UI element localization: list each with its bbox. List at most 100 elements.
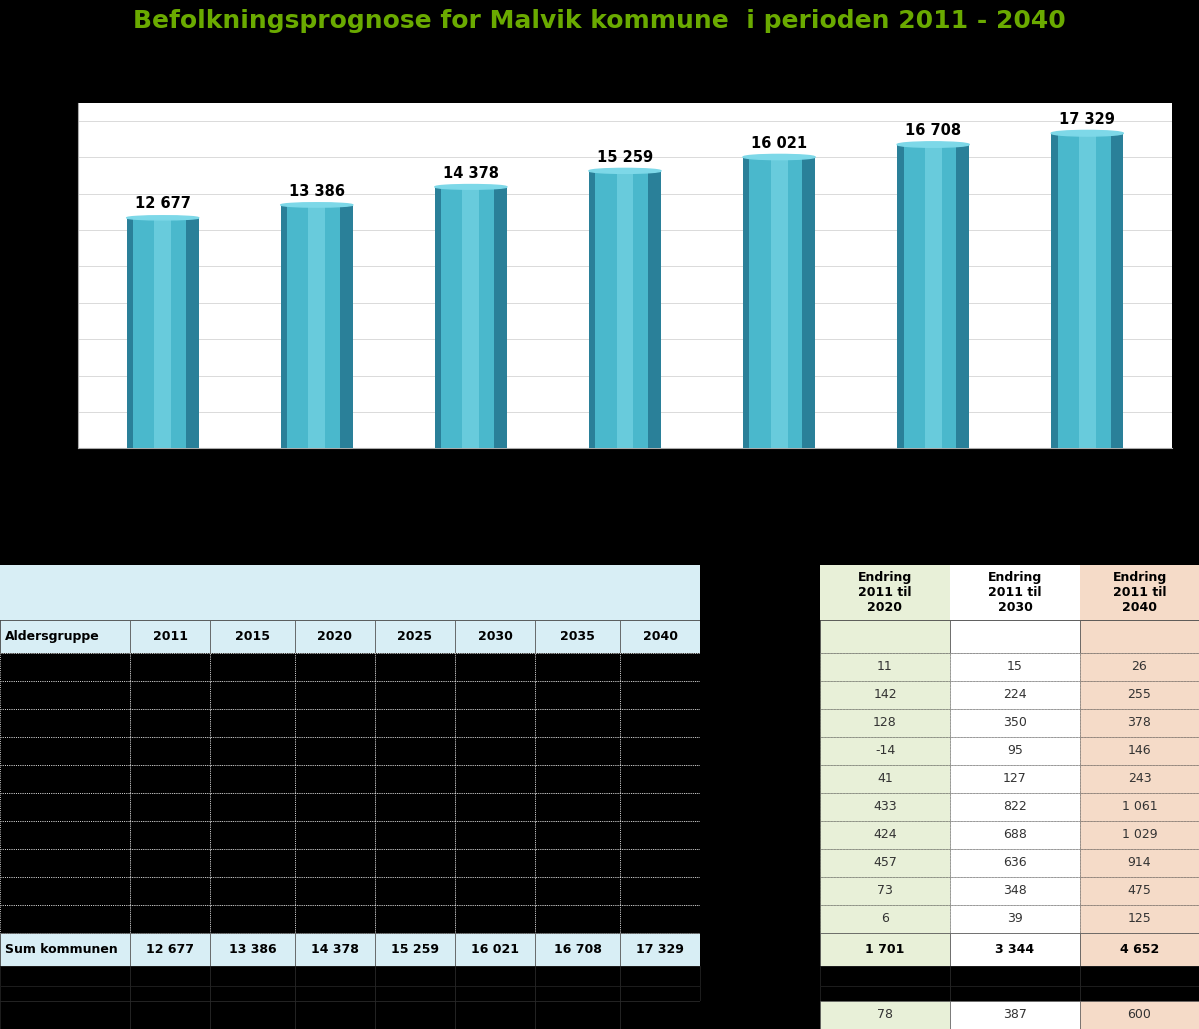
Bar	[700, 877, 820, 904]
Bar	[620, 904, 700, 933]
Text: 1 029: 1 029	[1122, 828, 1157, 842]
Text: 15: 15	[1007, 661, 1023, 674]
Bar	[210, 904, 295, 933]
Bar	[620, 765, 700, 793]
Bar	[950, 653, 1080, 681]
Text: 2011: 2011	[152, 630, 187, 643]
Bar	[820, 933, 950, 966]
Text: Endring
2011 til
2040: Endring 2011 til 2040	[1113, 571, 1167, 614]
Bar	[454, 904, 535, 933]
Bar	[950, 904, 1080, 933]
Bar	[210, 793, 295, 821]
Bar	[620, 933, 700, 966]
Bar	[950, 737, 1080, 765]
Text: 11: 11	[878, 661, 893, 674]
Text: Endring
2011 til
2030: Endring 2011 til 2030	[988, 571, 1042, 614]
Bar	[620, 877, 700, 904]
Bar	[375, 653, 454, 681]
Bar	[375, 821, 454, 849]
Text: 636: 636	[1004, 856, 1026, 870]
Bar	[186, 218, 199, 449]
Bar	[129, 765, 210, 793]
Text: 78: 78	[876, 1008, 893, 1022]
Bar	[700, 565, 820, 620]
Text: 424: 424	[873, 828, 897, 842]
Bar	[904, 144, 963, 449]
Text: Sum kommunen: Sum kommunen	[5, 943, 118, 956]
Text: 243: 243	[1128, 773, 1151, 785]
Bar	[700, 681, 820, 709]
Text: Befolkningsprognose for Malvik kommune  i perioden 2011 - 2040: Befolkningsprognose for Malvik kommune i…	[133, 9, 1066, 33]
Bar	[1052, 133, 1064, 449]
Bar	[375, 709, 454, 737]
Bar	[0, 904, 129, 933]
Text: 2025: 2025	[398, 630, 433, 643]
Bar	[820, 793, 950, 821]
Bar	[820, 904, 950, 933]
Bar	[133, 218, 192, 449]
Text: 13 386: 13 386	[229, 943, 276, 956]
Bar	[1080, 620, 1199, 653]
Bar	[210, 966, 295, 986]
Bar	[454, 966, 535, 986]
Bar	[295, 877, 375, 904]
Bar	[454, 1001, 535, 1029]
Text: 17 329: 17 329	[635, 943, 683, 956]
Text: 6: 6	[881, 913, 888, 925]
Bar	[375, 1001, 454, 1029]
Bar	[295, 765, 375, 793]
Bar	[341, 205, 353, 449]
Bar	[820, 709, 950, 737]
Text: 2015: 2015	[235, 630, 270, 643]
Bar	[950, 565, 1080, 620]
Bar	[1080, 793, 1199, 821]
Bar	[375, 737, 454, 765]
Bar	[700, 709, 820, 737]
Bar	[295, 966, 375, 986]
Text: 1 701: 1 701	[866, 943, 905, 956]
Bar	[295, 849, 375, 877]
Bar	[375, 933, 454, 966]
Bar	[129, 966, 210, 986]
Bar	[0, 681, 129, 709]
Bar	[494, 187, 507, 449]
Text: 224: 224	[1004, 688, 1026, 702]
Bar	[820, 1001, 950, 1029]
Bar	[620, 737, 700, 765]
Bar	[129, 904, 210, 933]
Text: 15 259: 15 259	[597, 149, 653, 165]
Bar	[454, 709, 535, 737]
Bar	[210, 821, 295, 849]
Bar	[210, 709, 295, 737]
Bar	[454, 653, 535, 681]
Bar	[802, 157, 815, 449]
Bar	[295, 1001, 375, 1029]
Bar	[210, 620, 295, 653]
Bar	[129, 933, 210, 966]
Bar	[375, 986, 454, 1001]
Bar	[129, 709, 210, 737]
Bar	[820, 765, 950, 793]
Bar	[700, 849, 820, 877]
Bar	[649, 171, 661, 449]
Text: Aldersgruppe: Aldersgruppe	[5, 630, 100, 643]
Bar	[950, 1001, 1080, 1029]
Bar	[0, 620, 129, 653]
Text: 433: 433	[873, 801, 897, 814]
Bar	[1080, 709, 1199, 737]
Bar	[950, 620, 1080, 653]
Bar	[620, 966, 700, 986]
Bar	[129, 821, 210, 849]
Bar	[295, 681, 375, 709]
Bar	[0, 877, 129, 904]
Bar	[620, 709, 700, 737]
Text: 39: 39	[1007, 913, 1023, 925]
Bar	[308, 205, 325, 449]
Text: 2030: 2030	[477, 630, 512, 643]
Bar	[435, 187, 447, 449]
Bar	[210, 681, 295, 709]
Bar	[375, 620, 454, 653]
Bar	[0, 653, 129, 681]
Bar	[620, 1001, 700, 1029]
Bar	[950, 986, 1080, 1001]
